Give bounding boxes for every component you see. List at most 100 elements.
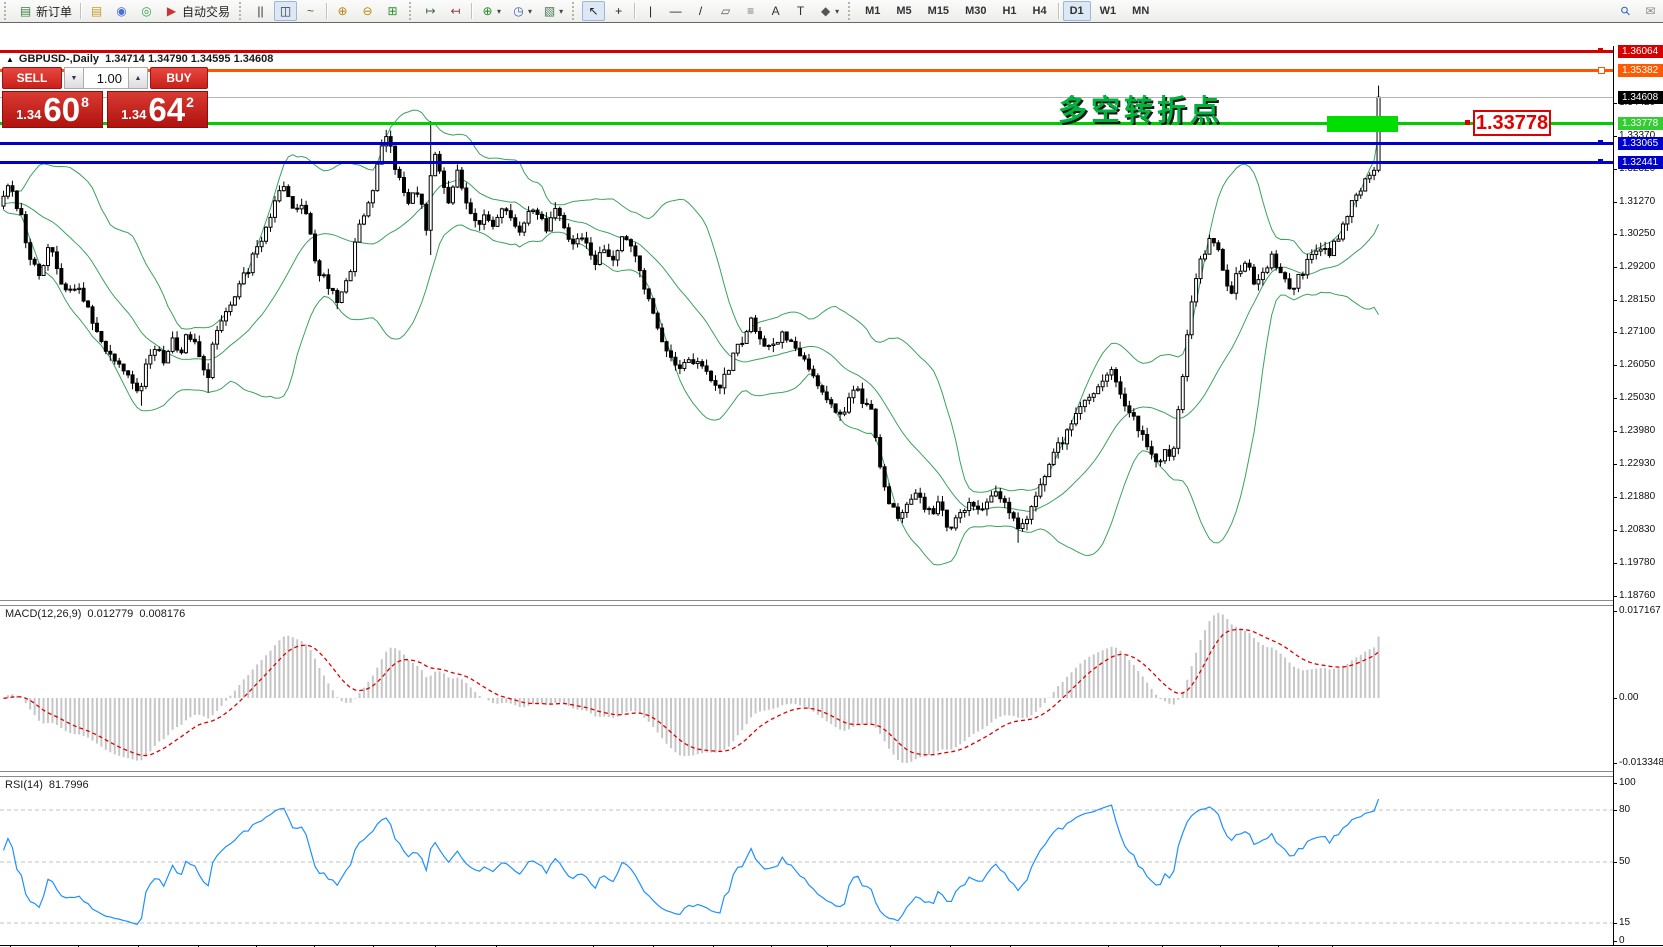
- periods-clock-dropdown-icon[interactable]: ▾: [528, 6, 533, 16]
- sell-price-tile[interactable]: 1.34 60 8: [2, 91, 103, 128]
- price-tick-label: 0.00: [1619, 692, 1639, 703]
- templates-icon: ▧: [543, 4, 556, 18]
- autotrading-button[interactable]: ▶ 自动交易: [160, 1, 234, 21]
- equidistant-channel-button[interactable]: ▱: [714, 1, 737, 21]
- trendline-button[interactable]: /: [689, 1, 712, 21]
- time-tick-mark: [10, 945, 11, 947]
- toolbar-grip[interactable]: [572, 2, 577, 20]
- line-chart-button[interactable]: ~: [299, 1, 322, 21]
- zoom-in-button[interactable]: ⊕: [331, 1, 354, 21]
- timeframe-mn-button[interactable]: MN: [1132, 5, 1150, 17]
- price-tick-label: 1.23980: [1619, 425, 1656, 436]
- resistance-orange-line[interactable]: [0, 69, 1613, 72]
- price-tick-mark: [1613, 169, 1617, 170]
- buy-button[interactable]: BUY: [150, 67, 208, 89]
- panel-divider[interactable]: [0, 600, 1613, 606]
- resistance-red-handle[interactable]: [1598, 48, 1603, 53]
- templates-dropdown-icon[interactable]: ▾: [559, 6, 564, 16]
- timeframe-h4-button[interactable]: H4: [1032, 5, 1047, 17]
- timeframe-h1-button[interactable]: H1: [1002, 5, 1017, 17]
- timeframe-m15-button[interactable]: M15: [927, 5, 950, 17]
- arrows-dropdown-icon[interactable]: ▾: [835, 6, 840, 16]
- panel-divider[interactable]: [0, 771, 1613, 777]
- price-tick-mark: [1613, 923, 1617, 924]
- volume-decrease-button[interactable]: ▼: [64, 67, 84, 89]
- text-button[interactable]: A: [764, 1, 787, 21]
- price-flag-label[interactable]: 1.33778: [1473, 110, 1551, 136]
- time-tick-mark: [1108, 945, 1109, 947]
- price-tick-label: 1.20830: [1619, 524, 1656, 535]
- add-indicator-button[interactable]: ⊕ ▾: [476, 1, 505, 21]
- templates-button[interactable]: ▧ ▾: [538, 1, 567, 21]
- trendline-icon: /: [698, 4, 703, 18]
- price-tick-mark: [1613, 136, 1617, 137]
- support-blue-1-handle[interactable]: [1598, 140, 1603, 145]
- equidistant-channel-icon: ▱: [720, 4, 731, 18]
- line-chart-icon: ~: [307, 4, 315, 18]
- volume-increase-button[interactable]: ▲: [128, 67, 148, 89]
- price-flag-anchor[interactable]: [1465, 120, 1470, 125]
- tile-windows-button[interactable]: ⊞: [381, 1, 404, 21]
- support-blue-1-line[interactable]: [0, 142, 1613, 145]
- time-tick-mark: [138, 945, 139, 947]
- bar-chart-icon: ||: [257, 4, 264, 18]
- profile-button[interactable]: ◉: [110, 1, 133, 21]
- charts-folder-button[interactable]: ▤: [85, 1, 108, 21]
- chart-shift-button[interactable]: ↤: [444, 1, 467, 21]
- price-tick-label: 1.19780: [1619, 557, 1656, 568]
- timeframe-w1-button[interactable]: W1: [1099, 5, 1117, 17]
- chat-button[interactable]: ✉: [1639, 1, 1662, 21]
- toolbar-separator: [326, 3, 328, 19]
- crosshair-icon: +: [615, 4, 623, 18]
- toolbar-grip[interactable]: [409, 2, 414, 20]
- price-tick-mark: [1613, 783, 1617, 784]
- signals-button[interactable]: ◎: [135, 1, 158, 21]
- zoom-out-button[interactable]: ⊖: [356, 1, 379, 21]
- chart-annotation-text[interactable]: 多空转折点: [1058, 93, 1224, 127]
- bid-price-line[interactable]: [0, 97, 1613, 98]
- add-indicator-dropdown-icon[interactable]: ▾: [497, 6, 502, 16]
- resistance-orange-handle[interactable]: [1598, 67, 1605, 74]
- support-blue-2-handle[interactable]: [1598, 159, 1603, 164]
- arrows-button[interactable]: ◆ ▾: [814, 1, 843, 21]
- bar-chart-button[interactable]: ||: [249, 1, 272, 21]
- price-tick-label: 1.30250: [1619, 228, 1656, 239]
- volume-input[interactable]: 1.00: [83, 67, 129, 89]
- pivot-green-line[interactable]: [0, 122, 1613, 125]
- toolbar-grip[interactable]: [848, 2, 853, 20]
- timeframe-m1-button[interactable]: M1: [865, 5, 881, 17]
- periods-clock-button[interactable]: ◷ ▾: [507, 1, 536, 21]
- crosshair-button[interactable]: +: [607, 1, 630, 21]
- sell-button[interactable]: SELL: [2, 67, 62, 89]
- cursor-button[interactable]: ↖: [582, 1, 606, 21]
- resistance-red-line[interactable]: [0, 50, 1613, 53]
- vertical-line-icon: |: [649, 4, 653, 18]
- new-order-button[interactable]: ▤ 新订单: [14, 1, 76, 21]
- support-blue-2-line[interactable]: [0, 161, 1613, 164]
- text-label-button[interactable]: T: [789, 1, 812, 21]
- toolbar-grip[interactable]: [239, 2, 244, 20]
- horizontal-line-button[interactable]: —: [664, 1, 687, 21]
- toolbar-grip[interactable]: [4, 2, 9, 20]
- fibonacci-button[interactable]: ≡: [739, 1, 762, 21]
- timeframe-m5-button[interactable]: M5: [896, 5, 912, 17]
- symbol-search-button[interactable]: ⚲: [1614, 1, 1637, 21]
- vertical-line-button[interactable]: |: [639, 1, 662, 21]
- rsi-indicator-label: RSI(14) 81.7996: [5, 779, 89, 791]
- buy-price-tile[interactable]: 1.34 64 2: [107, 91, 208, 128]
- zoom-in-icon: ⊕: [337, 4, 348, 18]
- bollinger-middle-band: [3, 179, 1380, 512]
- auto-scroll-button[interactable]: ↦: [419, 1, 442, 21]
- toolbar-separator: [80, 3, 82, 19]
- rsi-line: [2, 798, 1380, 926]
- price-tick-label: 1.25030: [1619, 392, 1656, 403]
- price-tick-mark: [1613, 332, 1617, 333]
- candlestick-chart-button[interactable]: ◫: [274, 1, 298, 21]
- timeframe-m30-button[interactable]: M30: [965, 5, 987, 17]
- timeframe-d1-button[interactable]: D1: [1062, 1, 1091, 21]
- time-tick-mark: [496, 945, 497, 947]
- green-highlight-segment[interactable]: [1327, 116, 1398, 132]
- price-axis-line: [1613, 46, 1614, 945]
- chart-canvas: [0, 85, 1613, 926]
- collapse-arrow-icon[interactable]: ▲: [6, 55, 14, 64]
